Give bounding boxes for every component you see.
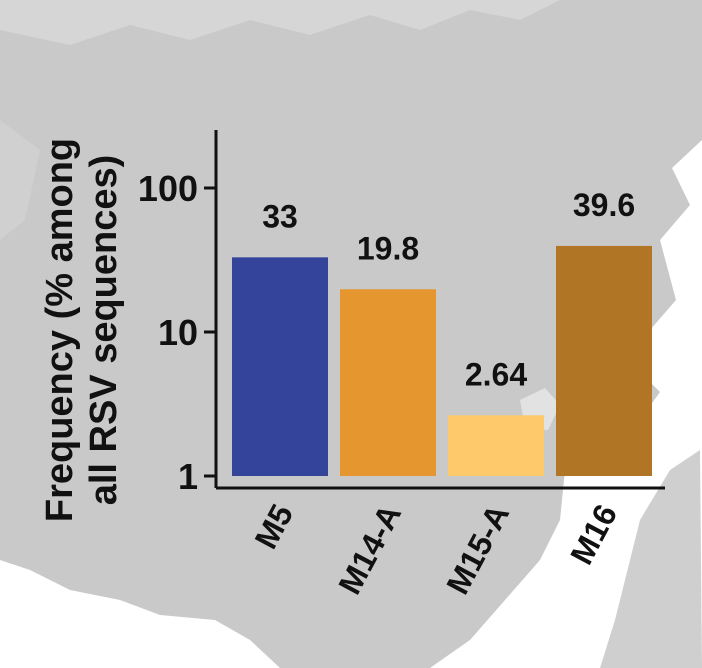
bar — [340, 289, 436, 476]
bars-group — [232, 245, 652, 476]
y-tick-label: 10 — [158, 312, 198, 353]
y-tick-label: 1 — [178, 456, 198, 497]
bar-value-label: 19.8 — [357, 230, 419, 266]
bar-value-label: 39.6 — [573, 187, 635, 223]
bar — [448, 415, 544, 476]
bar — [556, 245, 652, 476]
y-axis-ticks: 1 10 100 — [138, 168, 216, 497]
y-axis-title-line-2: all RSV sequences) — [83, 155, 125, 506]
bar — [232, 257, 328, 476]
bar-value-label: 33 — [262, 198, 298, 234]
y-tick-label: 100 — [138, 168, 198, 209]
bar-value-label: 2.64 — [465, 356, 527, 392]
y-axis-title-line-1: Frequency (% among — [39, 138, 81, 522]
bar-value-labels: 33 19.8 2.64 39.6 — [262, 187, 635, 392]
x-category-label: M16 — [563, 498, 624, 570]
